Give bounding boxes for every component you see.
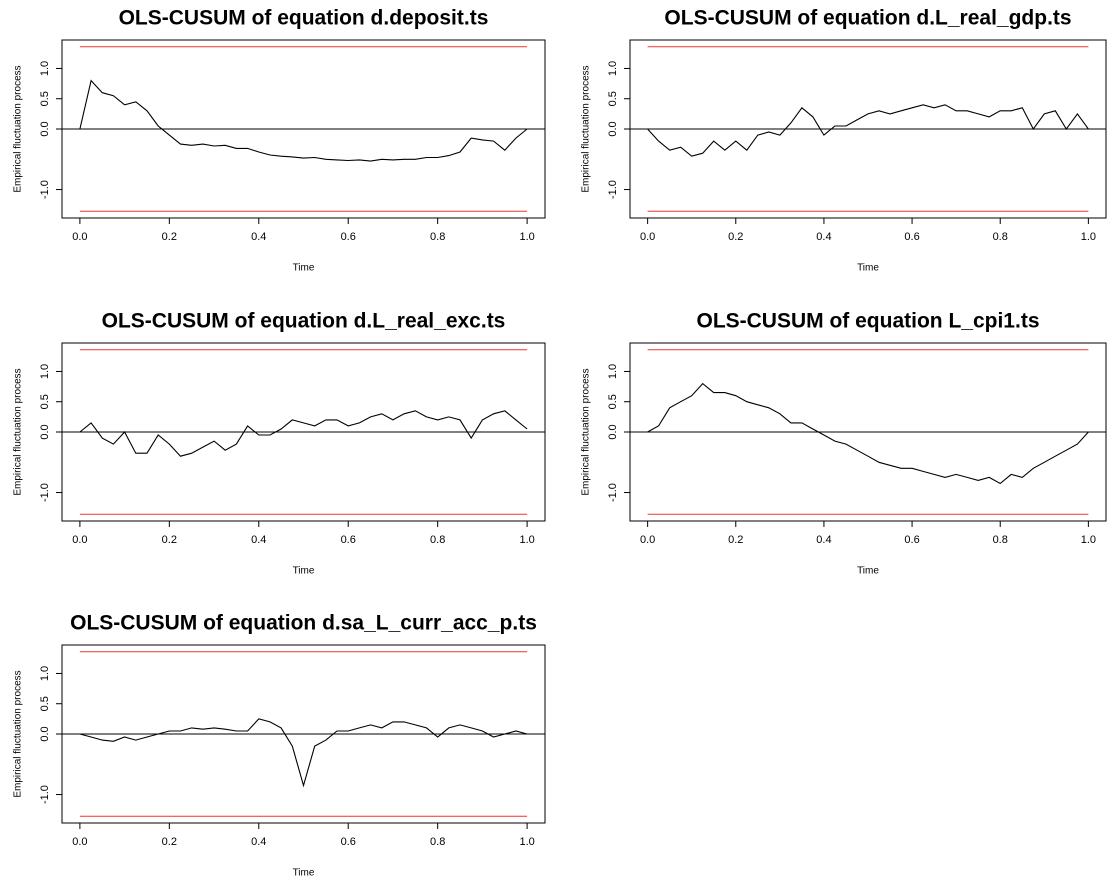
y-tick-label: -1.0 xyxy=(607,180,619,199)
chart-title: OLS-CUSUM of equation d.L_real_gdp.ts xyxy=(664,7,1071,30)
x-axis-label: Time xyxy=(293,868,315,879)
x-tick-label: 0.6 xyxy=(341,836,356,848)
y-axis-label: Empirical fluctuation process xyxy=(13,368,24,495)
cusum-line xyxy=(79,718,528,788)
y-tick-label: 1.0 xyxy=(607,364,619,379)
x-tick-label: 0.0 xyxy=(640,534,655,546)
y-tick-label: 0.5 xyxy=(39,394,51,409)
x-tick-label: 0.8 xyxy=(430,231,445,243)
y-tick-label: 0.5 xyxy=(607,91,619,106)
chart-title: OLS-CUSUM of equation d.L_real_exc.ts xyxy=(102,310,506,333)
x-tick-label: 0.4 xyxy=(251,836,266,848)
cusum-line xyxy=(647,382,1089,485)
x-tick-label: 1.0 xyxy=(519,534,534,546)
chart-title: OLS-CUSUM of equation d.sa_L_curr_acc_p.… xyxy=(70,612,537,635)
y-tick-label: 0.0 xyxy=(39,726,51,741)
x-tick-label: 0.2 xyxy=(162,836,177,848)
x-axis-label: Time xyxy=(857,263,879,274)
y-tick-label: 1.0 xyxy=(39,666,51,681)
y-axis-label: Empirical fluctuation process xyxy=(581,368,592,495)
y-tick-label: -1.0 xyxy=(39,483,51,502)
x-tick-label: 0.4 xyxy=(251,534,266,546)
x-tick-label: 1.0 xyxy=(1081,534,1096,546)
x-tick-label: 0.2 xyxy=(162,534,177,546)
x-tick-label: 0.0 xyxy=(72,534,87,546)
x-axis-label: Time xyxy=(293,566,315,577)
y-tick-label: 0.5 xyxy=(607,394,619,409)
x-tick-label: 0.8 xyxy=(430,836,445,848)
x-tick-label: 0.0 xyxy=(72,836,87,848)
x-tick-label: 0.8 xyxy=(993,231,1008,243)
x-tick-label: 0.4 xyxy=(251,231,266,243)
x-tick-label: 0.6 xyxy=(904,231,919,243)
x-tick-label: 1.0 xyxy=(1081,231,1096,243)
y-tick-label: 0.0 xyxy=(39,121,51,136)
cusum-line xyxy=(647,104,1089,157)
y-axis-label: Empirical fluctuation process xyxy=(581,65,592,192)
x-tick-label: 0.0 xyxy=(72,231,87,243)
x-tick-label: 0.4 xyxy=(816,534,831,546)
y-axis-label: Empirical fluctuation process xyxy=(13,65,24,192)
x-tick-label: 0.8 xyxy=(993,534,1008,546)
chart-title: OLS-CUSUM of equation L_cpi1.ts xyxy=(696,310,1039,333)
x-tick-label: 0.2 xyxy=(162,231,177,243)
x-tick-label: 1.0 xyxy=(519,836,534,848)
x-axis-label: Time xyxy=(857,566,879,577)
cusum-line xyxy=(79,410,528,457)
x-tick-label: 0.6 xyxy=(904,534,919,546)
y-axis-label: Empirical fluctuation process xyxy=(13,670,24,797)
y-tick-label: 1.0 xyxy=(607,61,619,76)
x-tick-label: 1.0 xyxy=(519,231,534,243)
cusum-line xyxy=(79,79,528,162)
y-tick-label: -1.0 xyxy=(39,180,51,199)
x-tick-label: 0.2 xyxy=(728,231,743,243)
x-tick-label: 0.8 xyxy=(430,534,445,546)
y-tick-label: 0.0 xyxy=(607,121,619,136)
x-tick-label: 0.6 xyxy=(341,231,356,243)
x-tick-label: 0.4 xyxy=(816,231,831,243)
y-tick-label: 0.5 xyxy=(39,696,51,711)
x-tick-label: 0.0 xyxy=(640,231,655,243)
y-tick-label: 1.0 xyxy=(39,364,51,379)
chart-title: OLS-CUSUM of equation d.deposit.ts xyxy=(119,7,489,30)
y-tick-label: 0.0 xyxy=(607,424,619,439)
y-tick-label: 0.0 xyxy=(39,424,51,439)
y-tick-label: 1.0 xyxy=(39,61,51,76)
y-tick-label: -1.0 xyxy=(607,483,619,502)
x-tick-label: 0.2 xyxy=(728,534,743,546)
x-axis-label: Time xyxy=(293,263,315,274)
x-tick-label: 0.6 xyxy=(341,534,356,546)
y-tick-label: -1.0 xyxy=(39,785,51,804)
y-tick-label: 0.5 xyxy=(39,91,51,106)
